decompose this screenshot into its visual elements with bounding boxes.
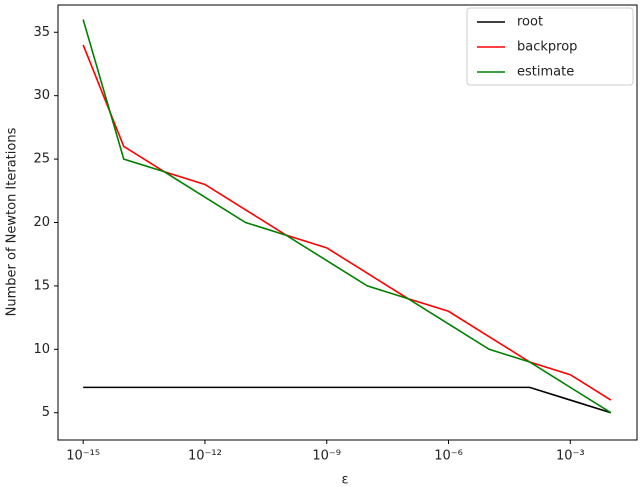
y-tick-label: 35 bbox=[33, 25, 50, 40]
legend-label: estimate bbox=[517, 65, 574, 80]
y-tick-label: 30 bbox=[33, 88, 50, 103]
x-axis-label: ε bbox=[341, 473, 348, 487]
x-tick-label: 10⁻¹² bbox=[188, 449, 222, 464]
x-tick-label: 10⁻³ bbox=[556, 449, 585, 464]
series-line bbox=[82, 44, 612, 401]
y-tick-label: 5 bbox=[42, 405, 50, 420]
y-tick-label: 15 bbox=[33, 278, 50, 293]
y-axis-label: Number of Newton Iterations bbox=[5, 127, 20, 316]
x-tick-label: 10⁻⁶ bbox=[434, 449, 463, 464]
y-tick-label: 20 bbox=[33, 215, 50, 230]
x-tick-label: 10⁻⁹ bbox=[312, 449, 341, 464]
legend-label: root bbox=[517, 15, 543, 30]
y-tick-label: 25 bbox=[33, 152, 50, 167]
x-tick-label: 10⁻¹⁵ bbox=[66, 449, 100, 464]
y-tick-label: 10 bbox=[33, 342, 50, 357]
legend-box bbox=[466, 7, 634, 86]
legend-label: backprop bbox=[517, 40, 577, 55]
series-line bbox=[82, 19, 612, 414]
series-line bbox=[83, 386, 612, 414]
